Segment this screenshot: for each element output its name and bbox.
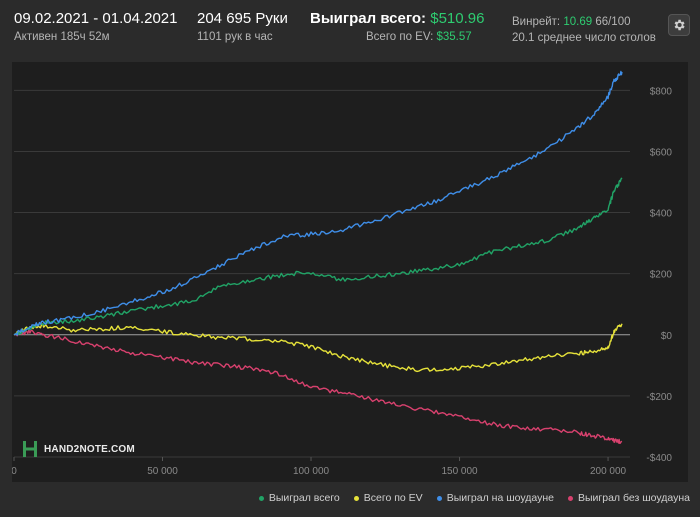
y-tick-label: $0 xyxy=(661,331,673,342)
winrate-block: Винрейт: 10.69 66/100 20.1 среднее число… xyxy=(512,10,656,44)
x-tick-label: 50 000 xyxy=(147,466,178,477)
hands-block: 204 695 Руки 1101 рук в час xyxy=(197,10,288,43)
y-tick-label: -$200 xyxy=(646,392,672,403)
active-time: Активен 185ч 52м xyxy=(14,31,110,43)
hands-per-hour: 1101 рук в час xyxy=(197,31,273,43)
stats-header: 09.02.2021 - 01.04.2021 Активен 185ч 52м… xyxy=(0,0,700,60)
x-tick-label: 200 000 xyxy=(590,466,627,477)
ev-total: Всего по EV: $35.57 xyxy=(366,31,484,43)
ev-total-label: Всего по EV: xyxy=(366,31,434,43)
x-tick-label: 150 000 xyxy=(441,466,478,477)
y-tick-label: $800 xyxy=(650,86,673,97)
legend-label: Выиграл без шоудауна xyxy=(578,492,690,504)
hand2note-logo-icon xyxy=(23,441,37,457)
legend-label: Выиграл всего xyxy=(268,492,340,504)
winrate-unit: 66/100 xyxy=(595,16,631,28)
ev-total-value: $35.57 xyxy=(436,31,472,43)
settings-button[interactable] xyxy=(668,14,690,36)
legend-dot xyxy=(258,495,264,501)
legend-dot xyxy=(568,495,573,501)
hands-count: 204 695 Руки xyxy=(197,10,288,27)
y-tick-label: $600 xyxy=(650,147,673,158)
series-won-total-line xyxy=(13,177,623,336)
legend-item[interactable]: Выиграл без шоудауна xyxy=(568,488,690,508)
winnings-chart[interactable]: $800 $600 $400 $200 $0 -$200 -$400 0 50 000 100 0… xyxy=(11,62,688,482)
gear-icon xyxy=(674,19,685,31)
legend-item[interactable]: Выиграл на шоудауне xyxy=(436,488,554,508)
hand2note-logo: HAND2NOTE.COM xyxy=(22,440,135,458)
y-tick-label: $200 xyxy=(650,270,673,281)
legend-item[interactable]: Всего по EV xyxy=(353,488,423,508)
series-ev-total-line xyxy=(13,323,623,373)
legend-item[interactable]: Выиграл всего xyxy=(258,488,340,508)
winrate-value: 10.69 xyxy=(563,16,593,28)
legend-dot xyxy=(436,495,442,501)
chart-legend: Выиграл всего Всего по EV Выиграл на шоуда… xyxy=(0,488,690,508)
winnings-block: Выиграл всего: $510.96 Всего по EV: $35.… xyxy=(310,10,484,43)
winrate-label: Винрейт: xyxy=(512,16,561,28)
legend-label: Выиграл на шоудауне xyxy=(446,492,554,504)
series-won-non-showdown-line xyxy=(13,329,623,444)
avg-tables: 20.1 среднее число столов xyxy=(512,32,656,44)
x-tick-label: 100 000 xyxy=(293,466,330,477)
date-range: 09.02.2021 - 01.04.2021 xyxy=(14,10,178,27)
y-tick-label: -$400 xyxy=(646,453,672,464)
date-block: 09.02.2021 - 01.04.2021 Активен 185ч 52м xyxy=(14,10,177,43)
won-total-label: Выиграл всего: xyxy=(310,10,427,27)
legend-label: Всего по EV xyxy=(363,492,423,504)
graph-panel[interactable]: $800 $600 $400 $200 $0 -$200 -$400 0 50 000 100 0… xyxy=(11,62,688,482)
x-tick-label: 0 xyxy=(12,466,17,477)
won-total: Выиграл всего: $510.96 xyxy=(310,10,484,27)
y-tick-label: $400 xyxy=(650,209,673,220)
series-won-showdown-line xyxy=(13,70,623,336)
legend-dot xyxy=(353,495,359,501)
logo-text: HAND2NOTE.COM xyxy=(44,443,135,455)
won-total-value: $510.96 xyxy=(430,10,485,27)
winrate: Винрейт: 10.69 66/100 xyxy=(512,16,656,28)
